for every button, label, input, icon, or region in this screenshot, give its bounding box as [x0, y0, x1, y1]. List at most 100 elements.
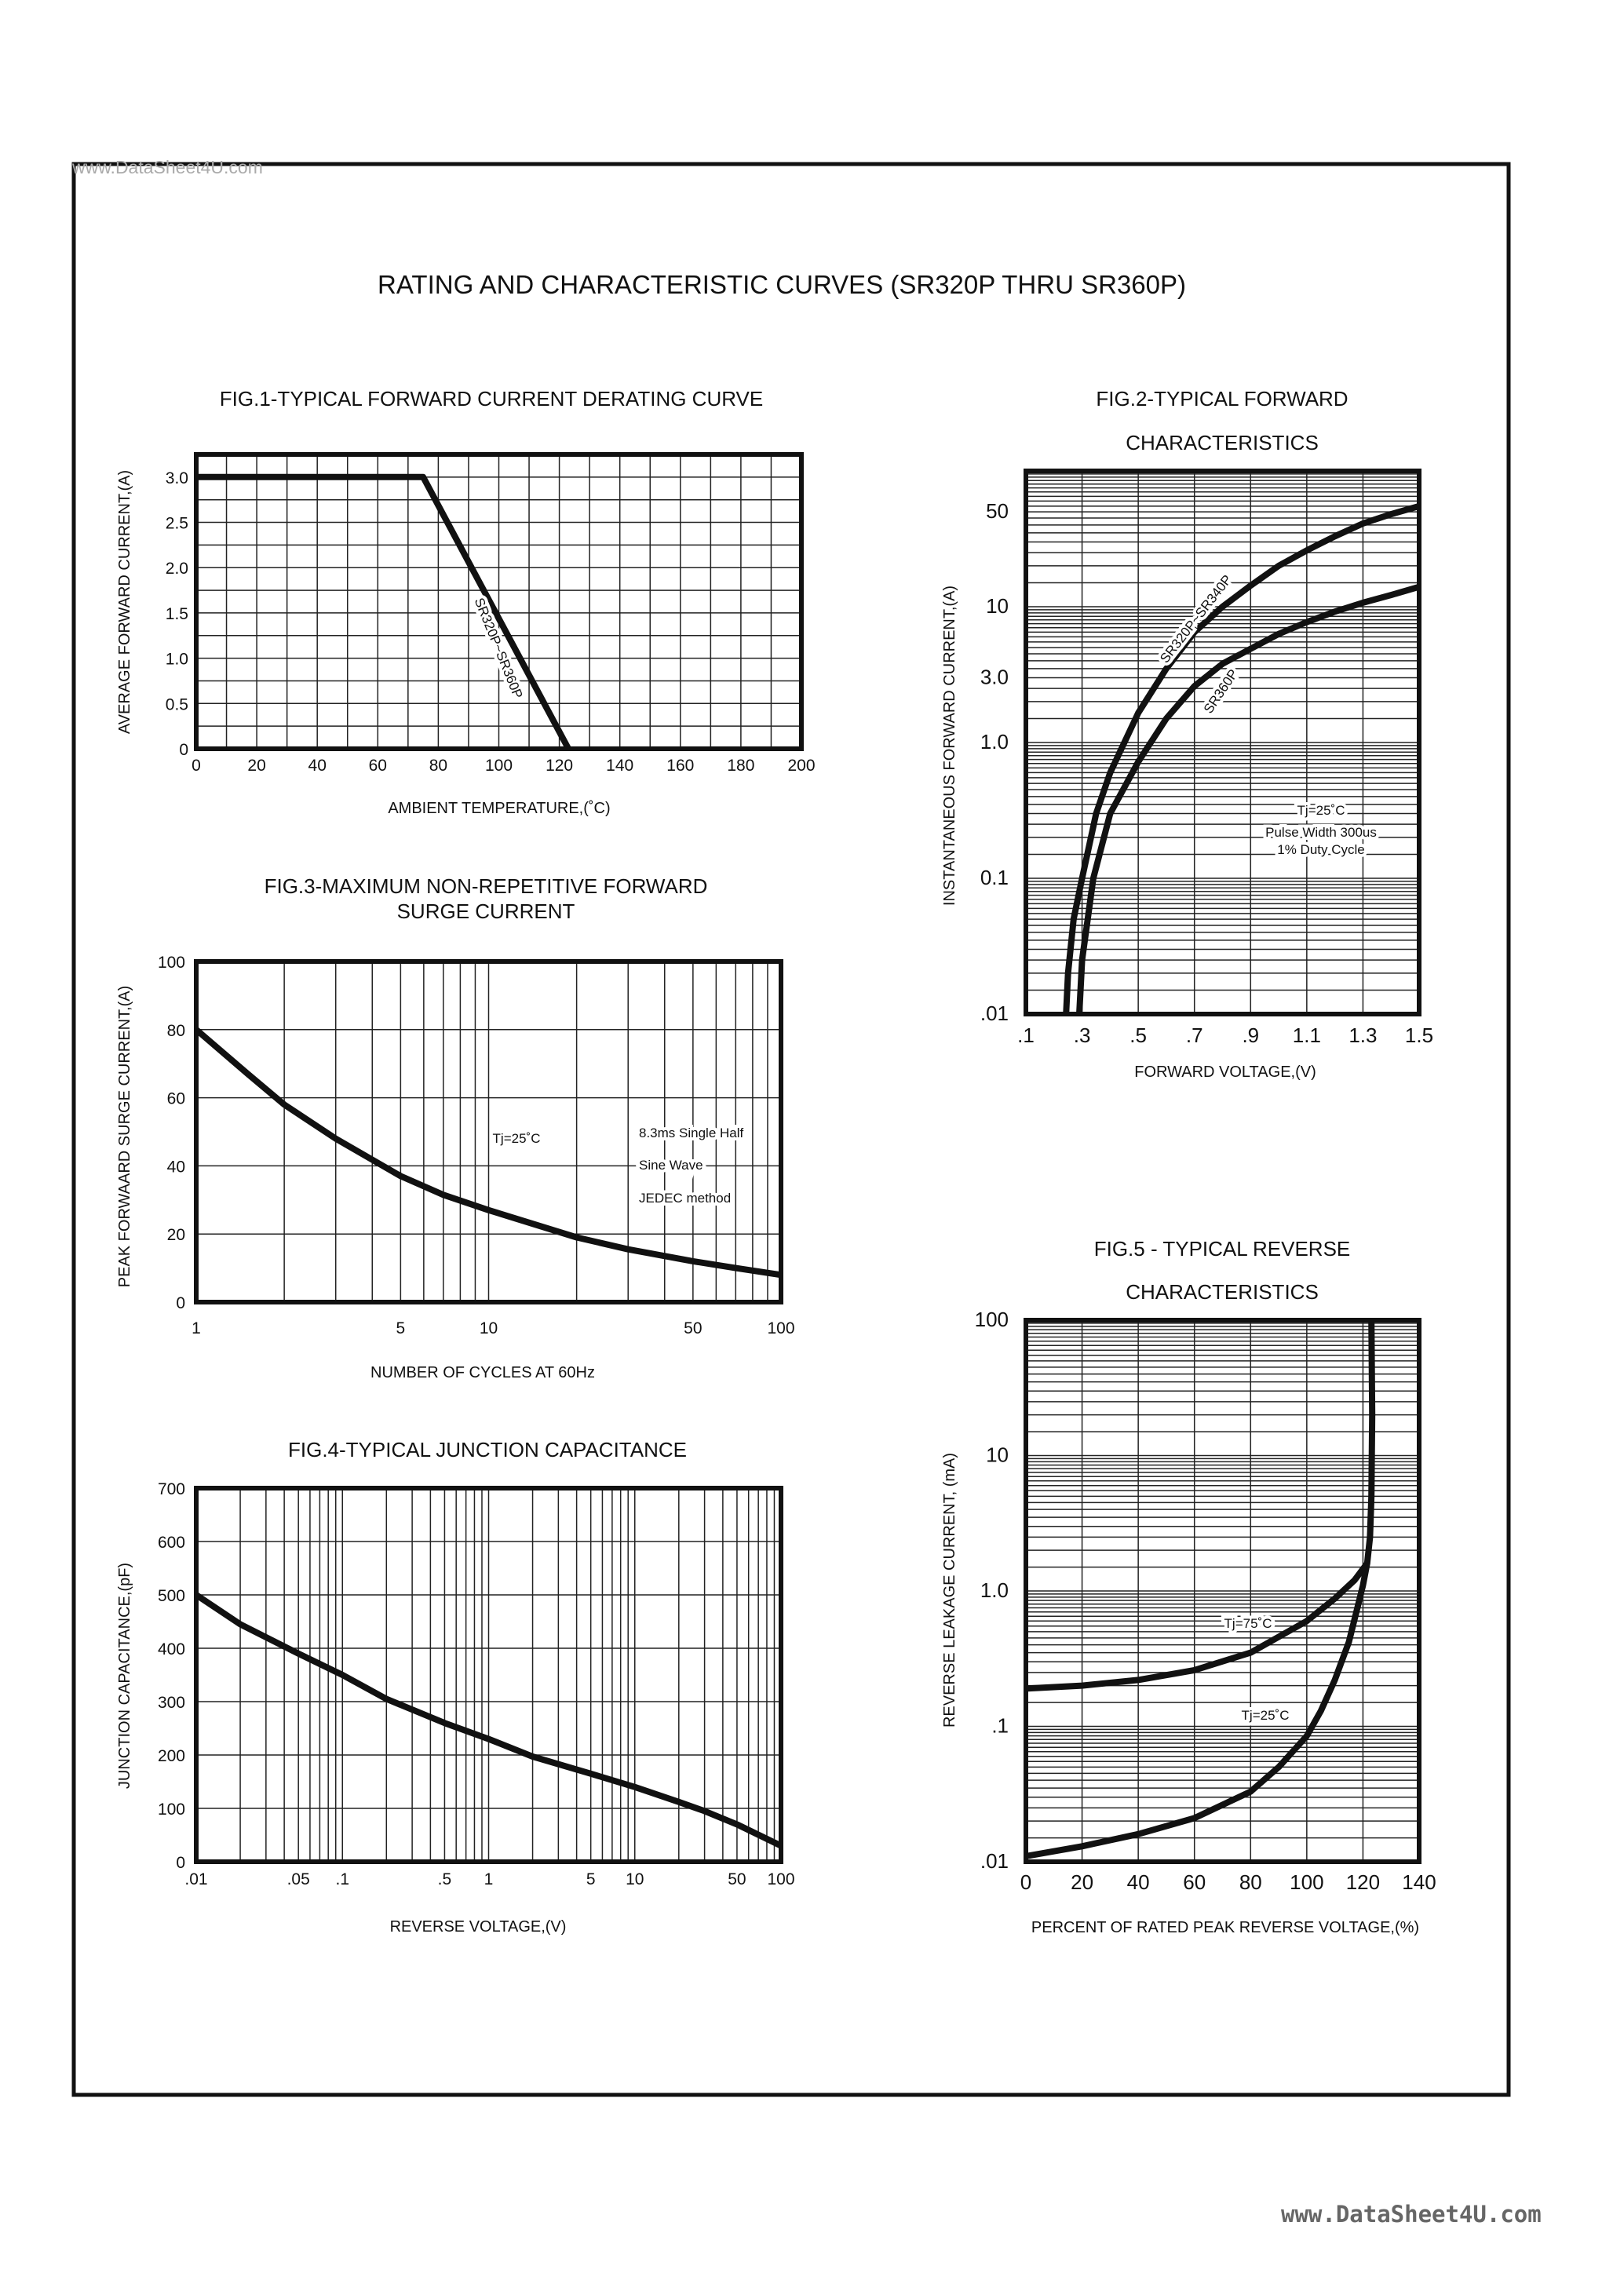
x-axis-label: REVERSE VOLTAGE,(V) — [390, 1918, 567, 1936]
series-line-1 — [194, 1027, 782, 1279]
chart-annotation: Sine Wave — [639, 1158, 703, 1173]
x-tick-label: 180 — [727, 757, 754, 775]
x-tick-label: 100 — [767, 1870, 794, 1888]
chart-annotation: Pulse Width 300us — [1265, 825, 1377, 840]
y-tick-label: 1.0 — [166, 651, 188, 669]
x-tick-label: 5 — [396, 1319, 406, 1337]
x-tick-label: 60 — [1183, 1870, 1206, 1894]
chart-title: FIG.1-TYPICAL FORWARD CURRENT DERATING C… — [220, 387, 763, 410]
y-tick-label: .01 — [980, 1849, 1009, 1873]
x-tick-label: 80 — [1239, 1870, 1262, 1894]
y-tick-label: 200 — [158, 1747, 185, 1765]
y-tick-label: 40 — [167, 1158, 185, 1176]
series-line-2 — [1025, 1563, 1370, 1859]
chart-title: FIG.2-TYPICAL FORWARD — [1096, 387, 1348, 410]
x-tick-label: 1.1 — [1293, 1023, 1321, 1047]
series-line-1 — [1025, 1319, 1376, 1692]
x-tick-label: 50 — [728, 1870, 746, 1888]
y-tick-label: 20 — [167, 1226, 185, 1244]
x-tick-label: 140 — [1402, 1870, 1436, 1894]
chart-annotation: Tj=25˚C — [1297, 803, 1345, 818]
series-line-1 — [194, 1592, 783, 1849]
x-tick-label: 50 — [684, 1319, 702, 1337]
y-tick-label: 80 — [167, 1022, 185, 1040]
y-tick-label: 100 — [975, 1308, 1009, 1331]
y-axis-label: REVERSE LEAKAGE CURRENT, (mA) — [941, 1453, 958, 1728]
chart-annotation: SR320P~SR340P — [1157, 572, 1235, 666]
plot-frame — [194, 1486, 783, 1864]
x-tick-label: 0 — [1020, 1870, 1031, 1894]
gridlines — [196, 454, 801, 749]
x-axis-label: FORWARD VOLTAGE,(V) — [1134, 1064, 1316, 1081]
y-tick-label: 0 — [176, 1294, 185, 1312]
x-tick-label: .7 — [1186, 1023, 1203, 1047]
x-axis-label: PERCENT OF RATED PEAK REVERSE VOLTAGE,(%… — [1031, 1919, 1419, 1936]
x-tick-label: 160 — [666, 757, 694, 775]
chart-fig5: FIG.5 - TYPICAL REVERSE CHARACTERISTICS 0 2… — [941, 1237, 1436, 1936]
y-tick-label: 100 — [158, 1801, 185, 1819]
plot-frame — [1024, 469, 1421, 1016]
x-axis-label: NUMBER OF CYCLES AT 60Hz — [370, 1364, 595, 1381]
x-tick-label: 100 — [1290, 1870, 1323, 1894]
y-tick-label: 2.5 — [166, 515, 188, 533]
watermark-bottom: www.DataSheet4U.com — [1281, 2201, 1542, 2228]
x-tick-label: 5 — [586, 1870, 596, 1888]
y-tick-label: 3.0 — [166, 469, 188, 487]
y-tick-label: .1 — [991, 1714, 1009, 1738]
x-tick-label: 100 — [767, 1319, 794, 1337]
x-tick-label: 120 — [546, 757, 573, 775]
y-axis-label: INSTANTANEOUS FORWARD CURRENT,(A) — [941, 586, 958, 906]
y-tick-label: 0 — [179, 741, 188, 759]
y-tick-label: 50 — [986, 499, 1009, 523]
y-tick-label: 400 — [158, 1640, 185, 1658]
x-tick-label: .3 — [1074, 1023, 1091, 1047]
chart-annotation: Tj=25˚C — [1242, 1708, 1290, 1723]
x-tick-label: 40 — [308, 757, 327, 775]
x-tick-label: 200 — [787, 757, 815, 775]
x-tick-label: 100 — [485, 757, 513, 775]
chart-title: SURGE CURRENT — [397, 899, 575, 923]
chart-fig2: FIG.2-TYPICAL FORWARD CHARACTERISTICS .1 .3… — [941, 387, 1433, 1081]
chart-annotation: 8.3ms Single Half — [639, 1126, 744, 1140]
gridlines — [196, 961, 781, 1302]
gridlines — [1026, 471, 1419, 1014]
x-axis-label: AMBIENT TEMPERATURE,(˚C) — [388, 800, 610, 817]
y-tick-label: 60 — [167, 1090, 185, 1108]
series-line-1 — [196, 473, 571, 750]
plot-frame — [194, 452, 804, 751]
x-tick-label: 40 — [1127, 1870, 1150, 1894]
plot-frame — [194, 959, 783, 1304]
y-axis-label: JUNCTION CAPACITANCE,(pF) — [116, 1563, 133, 1789]
x-tick-label: 1.3 — [1348, 1023, 1377, 1047]
y-tick-label: 500 — [158, 1587, 185, 1605]
x-tick-label: 60 — [369, 757, 387, 775]
chart-annotation: 1% Duty Cycle — [1277, 842, 1364, 857]
x-tick-label: 1 — [192, 1319, 201, 1337]
watermark-top: www.DataSheet4U.com — [71, 157, 263, 177]
x-tick-label: 1 — [484, 1870, 494, 1888]
x-tick-label: .1 — [335, 1870, 349, 1888]
x-tick-label: .5 — [438, 1870, 452, 1888]
y-tick-label: .01 — [980, 1002, 1009, 1025]
x-tick-label: 20 — [247, 757, 265, 775]
x-tick-label: .9 — [1242, 1023, 1259, 1047]
y-axis-label: AVERAGE FORWARD CURRENT,(A) — [116, 470, 133, 734]
y-tick-label: 1.5 — [166, 605, 188, 623]
y-tick-label: 0 — [176, 1854, 185, 1872]
x-tick-label: 0 — [192, 757, 201, 775]
y-tick-label: 0.5 — [166, 695, 188, 713]
x-tick-label: .05 — [287, 1870, 310, 1888]
chart-fig4: FIG.4-TYPICAL JUNCTION CAPACITANCE .01 .05… — [116, 1438, 795, 1936]
x-tick-label: 10 — [626, 1870, 644, 1888]
chart-title: FIG.4-TYPICAL JUNCTION CAPACITANCE — [288, 1438, 687, 1461]
x-tick-label: .5 — [1130, 1023, 1147, 1047]
x-tick-label: 120 — [1346, 1870, 1380, 1894]
chart-fig1: FIG.1-TYPICAL FORWARD CURRENT DERATING C… — [116, 387, 816, 817]
page-title: RATING AND CHARACTERISTIC CURVES (SR320P… — [378, 270, 1186, 299]
x-tick-label: 1.5 — [1405, 1023, 1433, 1047]
chart-annotation: Tj=75˚C — [1224, 1616, 1272, 1631]
y-tick-label: 2.0 — [166, 560, 188, 578]
x-tick-label: 140 — [606, 757, 633, 775]
y-tick-label: 10 — [986, 594, 1009, 618]
